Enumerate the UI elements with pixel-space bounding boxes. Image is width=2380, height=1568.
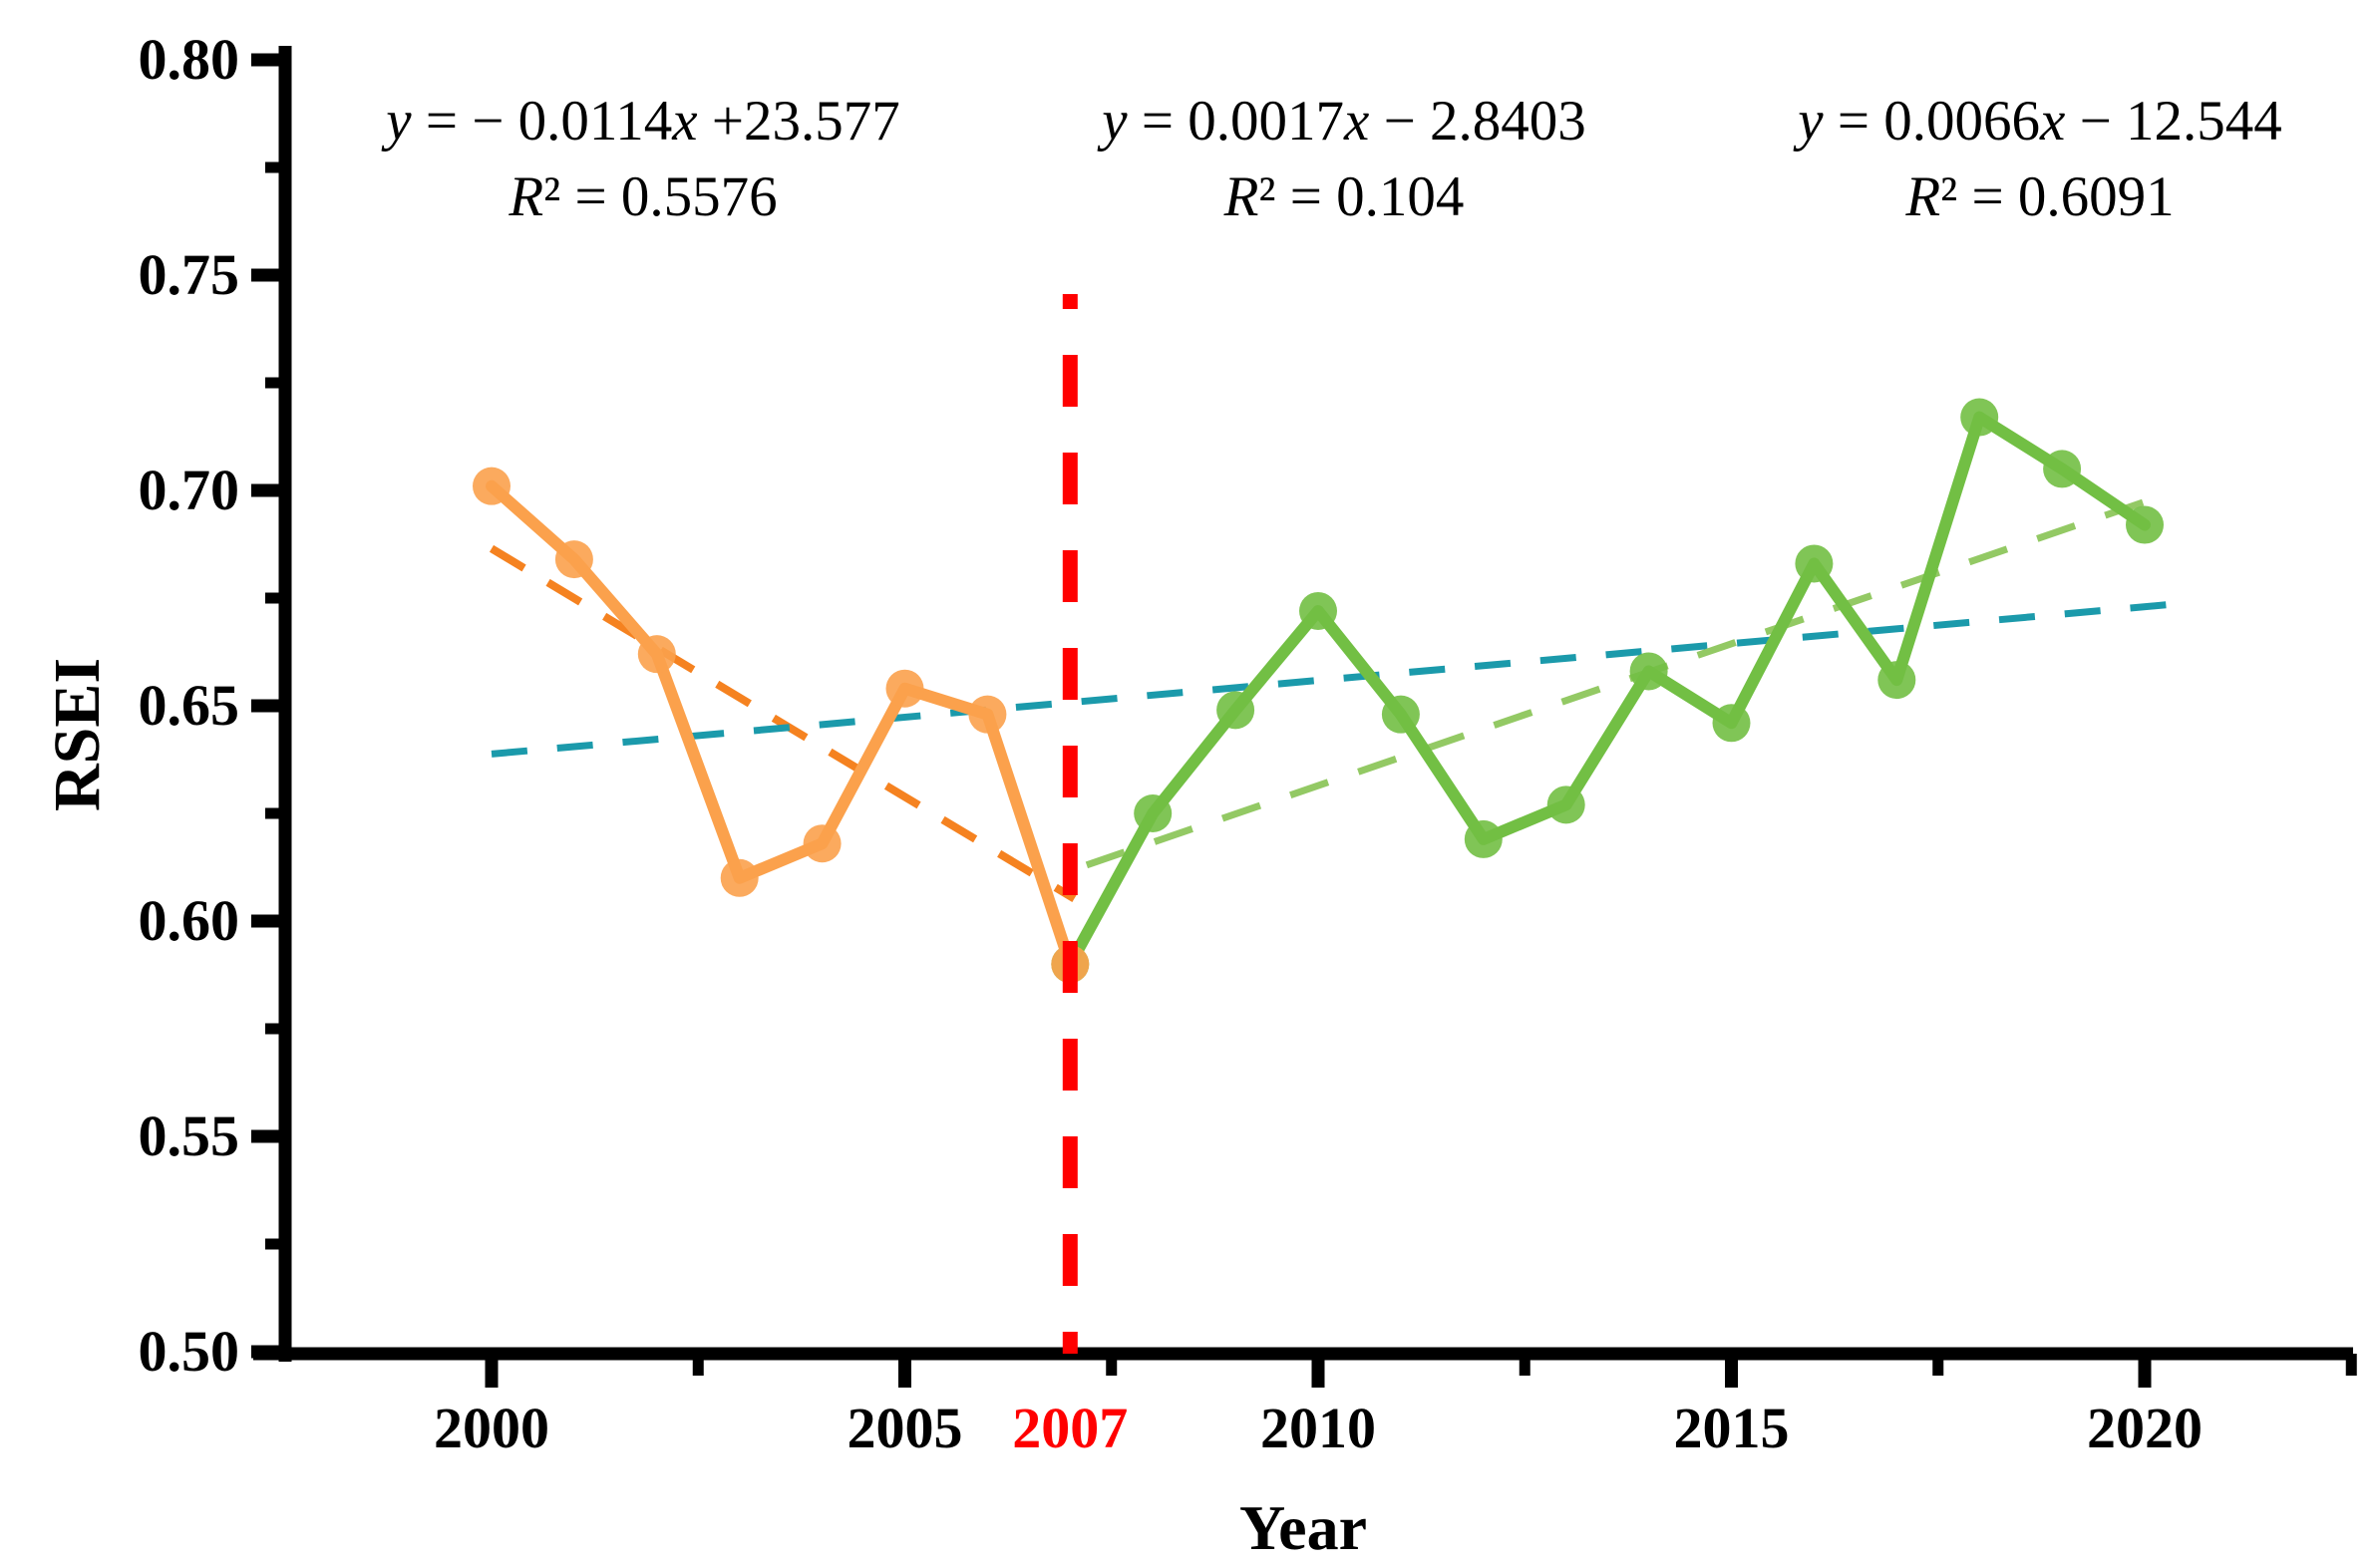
rsei-2000-2007-point-2003 <box>720 858 759 897</box>
rsei-2000-2007-point-2001 <box>554 540 593 579</box>
trend-2007-2020 <box>1085 491 2167 869</box>
rsei-2007-2020-point-2018 <box>1960 398 1999 437</box>
equation-2000-2007-r-squared: R² = 0.5576 <box>509 165 778 228</box>
rsei-2007-2020-point-2014 <box>1629 652 1668 691</box>
equation-2000-2020-r-squared: R² = 0.104 <box>1223 165 1465 228</box>
y-tick-label: 0.65 <box>138 673 240 738</box>
equation-2000-2020-formula: y = 0.0017x − 2.8403 <box>1102 90 1586 153</box>
rsei-2007-2020-point-2013 <box>1546 785 1585 824</box>
trend-2000-2007 <box>489 544 1077 902</box>
y-tick-label: 0.55 <box>138 1103 240 1168</box>
x-tick-label: 2005 <box>847 1396 963 1460</box>
rsei-2007-2020-point-2009 <box>1216 691 1255 730</box>
equation-2000-2007-formula: y = − 0.0114x +23.577 <box>386 90 900 153</box>
rsei-2007-2020-point-2016 <box>1795 544 1834 583</box>
equation-block-2000-2007: y = − 0.0114x +23.577 R² = 0.5576 <box>294 84 992 235</box>
rsei-2007-2020-point-2008 <box>1134 794 1173 832</box>
y-tick-label: 0.50 <box>138 1319 240 1384</box>
x-axis-title: Year <box>1239 1492 1367 1563</box>
rsei-2000-2007-point-2004 <box>803 824 842 863</box>
trend-2000-2020 <box>491 600 2171 758</box>
x-tick-label: 2010 <box>1260 1396 1376 1460</box>
rsei-2007-2020-point-2017 <box>1877 661 1916 700</box>
rsei-2007-2020-point-2019 <box>2043 450 2082 488</box>
equation-2007-2020-r-squared: R² = 0.6091 <box>1905 165 2175 228</box>
equation-block-2000-2020: y = 0.0017x − 2.8403 R² = 0.104 <box>995 84 1693 235</box>
equation-2007-2020-formula: y = 0.0066x − 12.544 <box>1798 90 2282 153</box>
rsei-2007-2020-line <box>1064 411 2151 971</box>
y-tick-label: 0.75 <box>138 242 240 307</box>
equation-block-2007-2020: y = 0.0066x − 12.544 R² = 0.6091 <box>1691 84 2380 235</box>
y-tick-label: 0.70 <box>138 458 240 522</box>
y-tick-label: 0.60 <box>138 888 240 953</box>
rsei-2007-2020-point-2020 <box>2126 505 2164 544</box>
rsei-2000-2007-point-2002 <box>637 635 676 674</box>
rsei-2000-2007-point-2006 <box>968 695 1007 734</box>
x-tick-label: 2000 <box>434 1396 549 1460</box>
rsei-2000-2007-point-2005 <box>885 669 924 708</box>
x-tick-label: 2015 <box>1673 1396 1790 1460</box>
rsei-2007-2020-point-2015 <box>1712 704 1751 743</box>
x-tick-label: 2007 <box>1012 1396 1129 1460</box>
rsei-2007-2020-point-2011 <box>1381 695 1420 734</box>
x-tick-label: 2020 <box>2087 1396 2203 1460</box>
rsei-2000-2007-point-2000 <box>473 467 510 505</box>
y-tick-label: 0.80 <box>138 27 240 92</box>
rsei-2007-2020-point-2010 <box>1299 591 1337 630</box>
rsei-2007-2020-point-2012 <box>1464 819 1503 858</box>
